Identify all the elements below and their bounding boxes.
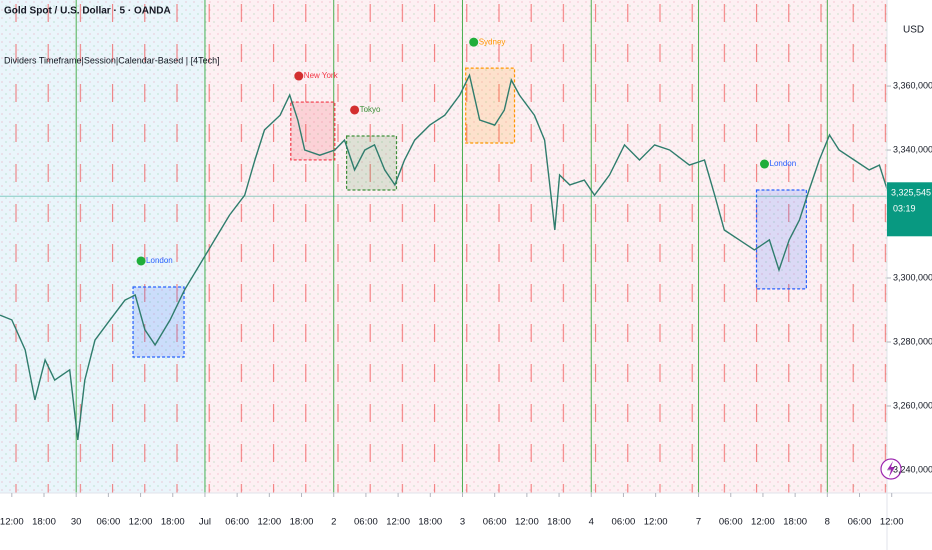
- session-box: [465, 67, 516, 144]
- session-label: Tokyo: [360, 105, 381, 114]
- y-tick-label: 3,360,000: [893, 80, 932, 90]
- chart-title: Gold Spot / U.S. Dollar · 5 · OANDA: [4, 6, 171, 17]
- session-box: [345, 135, 398, 191]
- x-tick-label: 8: [825, 517, 830, 528]
- x-tick-label: 18:00: [32, 517, 56, 528]
- x-tick-label: 12:00: [386, 517, 410, 528]
- session-marker: [760, 159, 770, 169]
- plot: London New York Tokyo Sydney London: [0, 0, 890, 493]
- session-label: London: [770, 159, 797, 168]
- x-tick-label: 18:00: [547, 517, 571, 528]
- x-tick-label: Jul: [199, 517, 211, 528]
- session-label: New York: [304, 71, 339, 80]
- y-tick-label: 3,260,000: [893, 400, 932, 410]
- y-tick-label: 3,340,000: [893, 144, 932, 154]
- y-tick-label: 3,240,000: [893, 464, 932, 474]
- x-tick-label: 12:00: [515, 517, 539, 528]
- y-tick-label: 3,280,000: [893, 336, 932, 346]
- price-axis: [887, 0, 932, 550]
- currency: USD: [903, 25, 924, 36]
- hour-dividers: [0, 0, 887, 493]
- x-tick-label: 06:00: [848, 517, 872, 528]
- x-tick-label: 18:00: [290, 517, 314, 528]
- y-tick-label: 3,300,000: [893, 272, 932, 282]
- x-tick-label: 06:00: [354, 517, 378, 528]
- x-tick-label: 12:00: [880, 517, 904, 528]
- price-label: 3,325,545: [891, 188, 931, 198]
- time-axis: [0, 493, 932, 550]
- session-label: Sydney: [479, 37, 506, 46]
- indicator-name: Dividers Timeframe|Session|Calendar-Base…: [4, 55, 220, 65]
- x-tick-label: 4: [589, 517, 594, 528]
- session-label: London: [146, 256, 173, 265]
- session-box: [755, 189, 807, 290]
- x-tick-label: 06:00: [96, 517, 120, 528]
- price-label-box: [887, 182, 932, 237]
- x-tick-label: 18:00: [161, 517, 185, 528]
- alert-icon[interactable]: [880, 458, 902, 480]
- session-box: [132, 286, 185, 358]
- session-marker: [469, 37, 479, 47]
- x-tick-label: 06:00: [719, 517, 743, 528]
- x-tick-label: 3: [460, 517, 465, 528]
- x-tick-label: 12:00: [644, 517, 668, 528]
- x-tick-label: 18:00: [418, 517, 442, 528]
- price-line: [0, 73, 890, 440]
- session-marker: [350, 105, 360, 115]
- x-tick-label: 12:00: [751, 517, 775, 528]
- session-marker: [136, 256, 146, 266]
- x-tick-label: 06:00: [483, 517, 507, 528]
- x-tick-label: 06:00: [225, 517, 249, 528]
- session-box: [290, 101, 336, 161]
- countdown: 03:19: [893, 204, 916, 214]
- x-tick-label: 06:00: [612, 517, 636, 528]
- x-tick-label: 12:00: [129, 517, 153, 528]
- x-tick-label: 7: [696, 517, 701, 528]
- x-tick-label: 12:00: [257, 517, 281, 528]
- x-tick-label: 30: [71, 517, 82, 528]
- x-tick-label: 18:00: [783, 517, 807, 528]
- x-tick-label: 12:00: [0, 517, 24, 528]
- x-tick-label: 2: [331, 517, 336, 528]
- session-marker: [294, 71, 304, 81]
